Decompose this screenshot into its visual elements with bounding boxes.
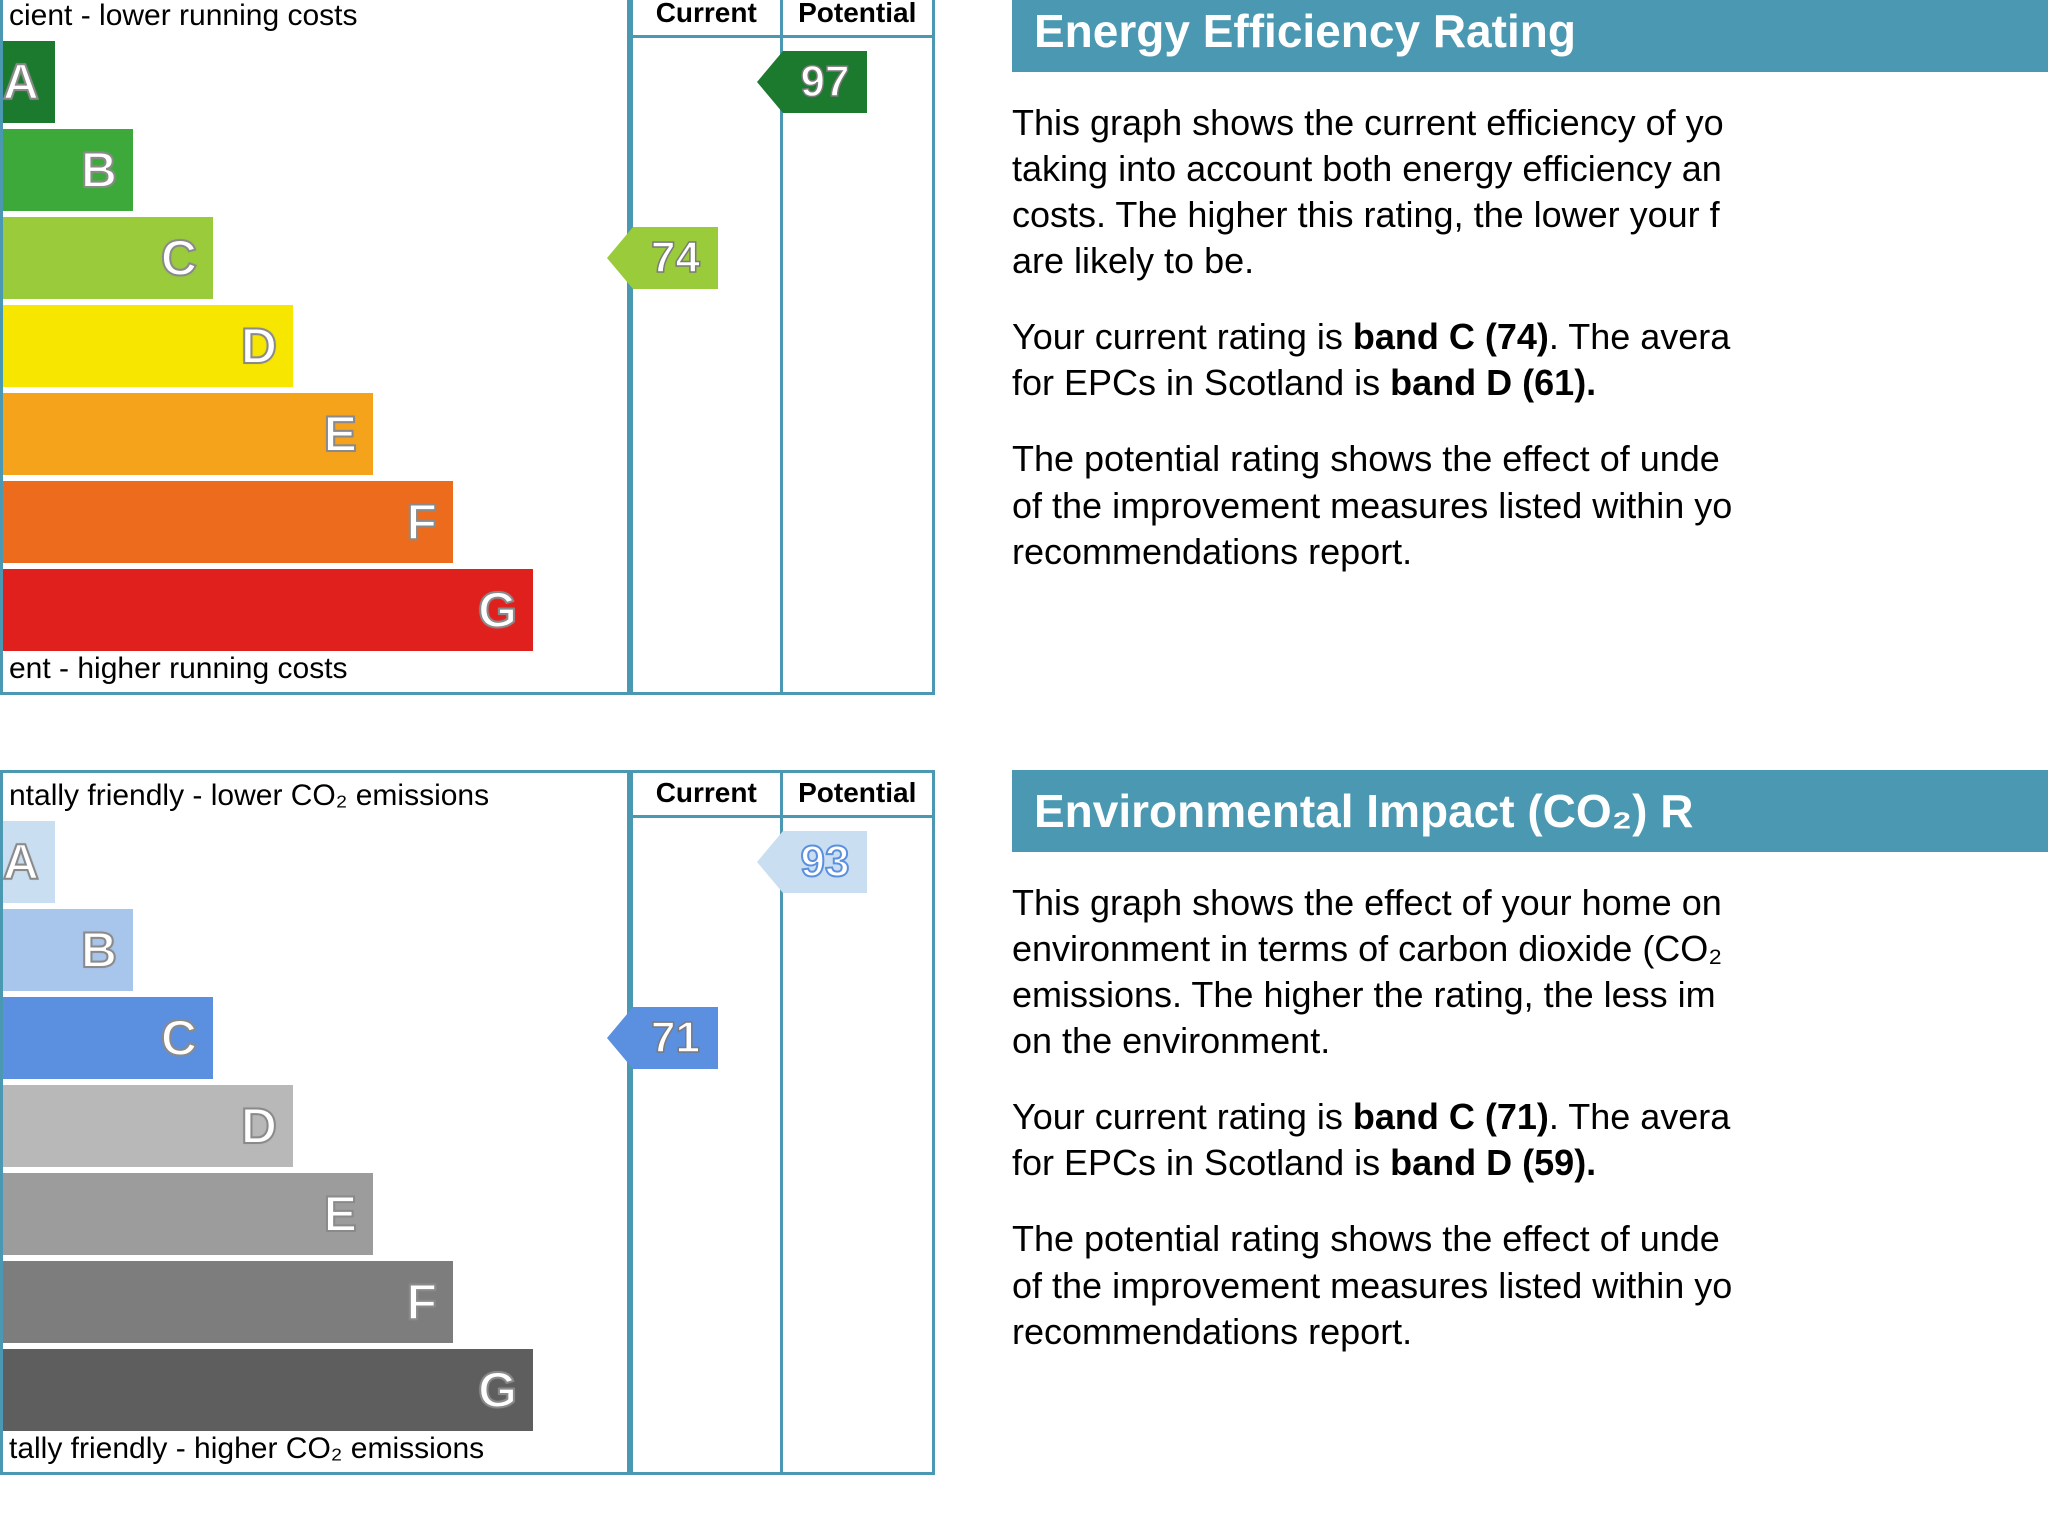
band-bar-D: D (3, 1085, 293, 1167)
env-bands-panel: ntally friendly - lower CO₂ emissions AB… (0, 770, 630, 1475)
band-row-A: A (3, 41, 627, 123)
band-bar-A: A (3, 41, 55, 123)
energy-bands-panel: cient - lower running costs ABCDEFG ent … (0, 0, 630, 695)
energy-potential-column: Potential 97 (783, 0, 936, 695)
band-letter-B: B (81, 141, 117, 199)
env-columns: Current 71 Potential 93 (630, 770, 935, 1475)
band-row-C: C (3, 217, 627, 299)
band-row-G: G (3, 569, 627, 651)
band-row-C: C (3, 997, 627, 1079)
band-row-E: E (3, 393, 627, 475)
energy-caption-bottom: ent - higher running costs (9, 652, 348, 686)
band-bar-B: B (3, 909, 133, 991)
band-letter-E: E (324, 1185, 357, 1243)
band-bar-C: C (3, 217, 213, 299)
env-caption-top: ntally friendly - lower CO₂ emissions (9, 779, 489, 813)
env-current-pointer: 71 (607, 1007, 718, 1069)
band-bar-E: E (3, 393, 373, 475)
band-letter-C: C (161, 229, 197, 287)
env-current-header: Current (633, 773, 780, 818)
env-potential-column: Potential 93 (783, 770, 936, 1475)
band-letter-B: B (81, 921, 117, 979)
energy-para-3: The potential rating shows the effect of… (1012, 436, 2048, 574)
band-letter-C: C (161, 1009, 197, 1067)
env-info: Environmental Impact (CO₂) R This graph … (1012, 770, 2048, 1385)
band-letter-A: A (3, 53, 39, 111)
band-letter-E: E (324, 405, 357, 463)
band-bar-C: C (3, 997, 213, 1079)
band-letter-F: F (406, 493, 437, 551)
env-para-1: This graph shows the effect of your home… (1012, 880, 2048, 1064)
band-row-F: F (3, 1261, 627, 1343)
env-current-value: 71 (651, 1013, 700, 1063)
band-letter-D: D (241, 317, 277, 375)
energy-para-2: Your current rating is band C (74). The … (1012, 314, 2048, 406)
env-chart: ntally friendly - lower CO₂ emissions AB… (0, 770, 935, 1480)
band-letter-G: G (478, 1361, 517, 1419)
band-letter-A: A (3, 833, 39, 891)
band-letter-G: G (478, 581, 517, 639)
energy-potential-pointer: 97 (757, 51, 868, 113)
band-row-D: D (3, 305, 627, 387)
energy-potential-header: Potential (783, 0, 933, 38)
env-para-2: Your current rating is band C (71). The … (1012, 1094, 2048, 1186)
energy-info-title: Energy Efficiency Rating (1012, 0, 2048, 72)
band-bar-A: A (3, 821, 55, 903)
env-potential-pointer: 93 (757, 831, 868, 893)
band-bar-F: F (3, 1261, 453, 1343)
env-caption-bottom: tally friendly - higher CO₂ emissions (9, 1432, 484, 1466)
energy-caption-top: cient - lower running costs (9, 0, 358, 33)
band-row-D: D (3, 1085, 627, 1167)
band-bar-G: G (3, 1349, 533, 1431)
env-potential-value: 93 (801, 837, 850, 887)
energy-current-value: 74 (651, 233, 700, 283)
band-letter-F: F (406, 1273, 437, 1331)
band-bar-G: G (3, 569, 533, 651)
energy-potential-value: 97 (801, 57, 850, 107)
energy-current-pointer: 74 (607, 227, 718, 289)
band-row-A: A (3, 821, 627, 903)
energy-current-header: Current (633, 0, 780, 38)
band-bar-E: E (3, 1173, 373, 1255)
energy-para-1: This graph shows the current efficiency … (1012, 100, 2048, 284)
energy-chart: cient - lower running costs ABCDEFG ent … (0, 0, 935, 700)
band-row-F: F (3, 481, 627, 563)
energy-info: Energy Efficiency Rating This graph show… (1012, 0, 2048, 605)
band-row-B: B (3, 129, 627, 211)
env-info-title: Environmental Impact (CO₂) R (1012, 770, 2048, 852)
energy-columns: Current 74 Potential 97 (630, 0, 935, 695)
band-row-E: E (3, 1173, 627, 1255)
band-row-G: G (3, 1349, 627, 1431)
band-bar-F: F (3, 481, 453, 563)
band-bar-B: B (3, 129, 133, 211)
env-potential-header: Potential (783, 773, 933, 818)
band-letter-D: D (241, 1097, 277, 1155)
band-row-B: B (3, 909, 627, 991)
band-bar-D: D (3, 305, 293, 387)
env-para-3: The potential rating shows the effect of… (1012, 1216, 2048, 1354)
